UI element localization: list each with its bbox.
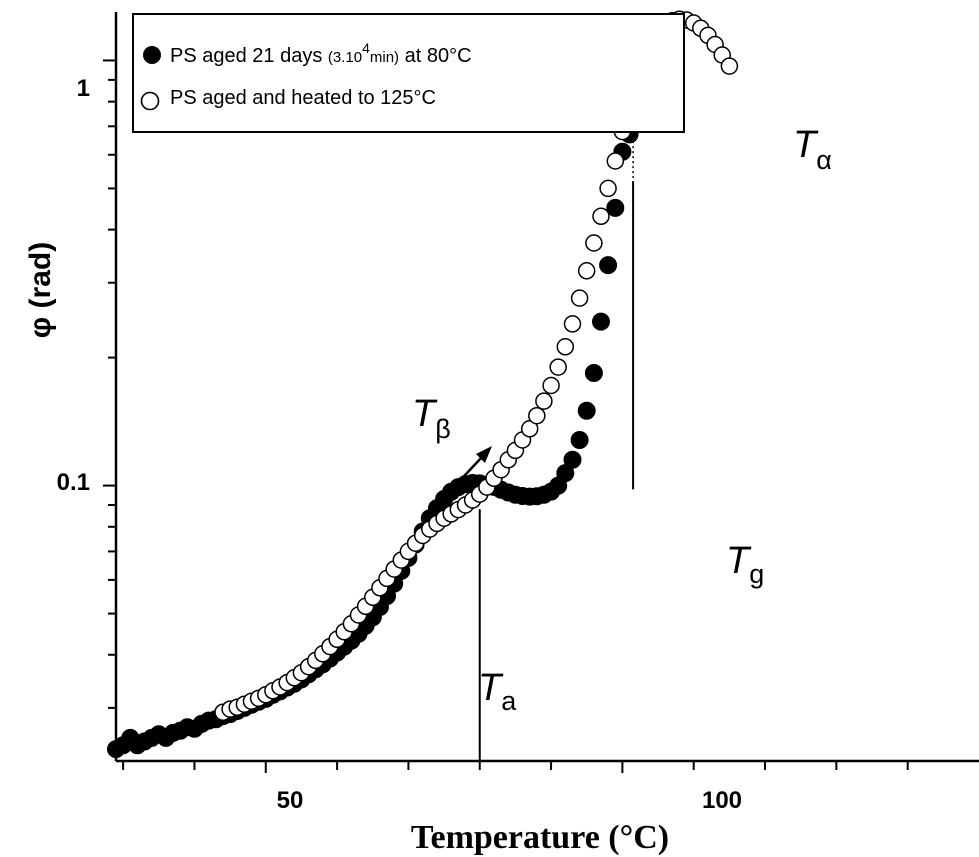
legend-entry-0-sup: 4 [362, 40, 370, 56]
open-point-48 [556, 338, 575, 356]
open-point-45 [535, 392, 553, 410]
legend-entry-0-prefix: PS aged 21 days [170, 45, 328, 67]
filled-point-69 [599, 256, 618, 275]
t-beta-arrow-head [476, 446, 492, 463]
open-point-47 [549, 358, 567, 376]
open-point-46 [542, 376, 560, 395]
open-point-51 [577, 262, 596, 280]
svg-text:Ta: Ta [478, 667, 517, 716]
open-point-53 [592, 207, 610, 226]
x-tick-label-100: 100 [702, 787, 742, 814]
vertical-markers [478, 121, 635, 761]
filled-point-67 [584, 364, 603, 382]
t-g-main: T [726, 540, 752, 582]
open-point-55 [606, 152, 625, 170]
t-beta-sub: β [435, 414, 451, 444]
legend-entry-1: PS aged and heated to 125°C [170, 87, 436, 109]
legend-marker-filled [143, 46, 161, 64]
annotation-t-beta: Tβ [412, 393, 492, 506]
axes [103, 12, 979, 773]
svg-text:Tα: Tα [793, 124, 832, 175]
legend-entry-0-suffix: at 80°C [399, 45, 471, 67]
open-point-52 [585, 234, 603, 252]
svg-text:Tβ: Tβ [412, 393, 451, 444]
open-point-49 [563, 315, 582, 333]
legend-entry-0-small: (3.10 [328, 49, 362, 66]
t-a-sub: a [501, 686, 517, 716]
legend: PS aged 21 days (3.104min) at 80°C PS ag… [132, 13, 685, 133]
legend-entry-0-small2: min) [370, 49, 399, 66]
y-axis-label: φ (rad) [24, 242, 57, 338]
annotation-t-a: Ta [478, 667, 517, 716]
y-tick-label-0.1: 0.1 [57, 469, 90, 496]
t-beta-main: T [412, 393, 438, 435]
filled-point-70 [606, 198, 625, 217]
annotation-t-alpha: Tα [793, 124, 832, 175]
legend-box [132, 13, 685, 133]
t-alpha-main: T [793, 124, 819, 166]
y-tick-label-1: 1 [77, 75, 90, 102]
filled-point-68 [592, 312, 610, 331]
open-point-44 [528, 406, 546, 425]
filled-point-66 [577, 401, 596, 420]
t-alpha-sub: α [816, 145, 832, 175]
filled-point-64 [563, 450, 582, 469]
t-g-sub: g [749, 559, 764, 589]
x-tick-label-50: 50 [277, 787, 304, 814]
annotation-t-g: Tg [726, 540, 764, 589]
x-axis-label: Temperature (°C) [411, 819, 669, 856]
t-a-main: T [478, 667, 504, 709]
open-point-50 [570, 289, 589, 307]
legend-entry-0: PS aged 21 days (3.104min) at 80°C [170, 40, 472, 67]
open-point-54 [599, 179, 617, 198]
svg-text:Tg: Tg [726, 540, 764, 589]
series-filled-circles [107, 125, 639, 759]
open-point-71 [720, 57, 739, 75]
t-beta-arrow-line [436, 456, 483, 506]
filled-point-65 [570, 431, 589, 449]
legend-marker-open [140, 91, 160, 111]
